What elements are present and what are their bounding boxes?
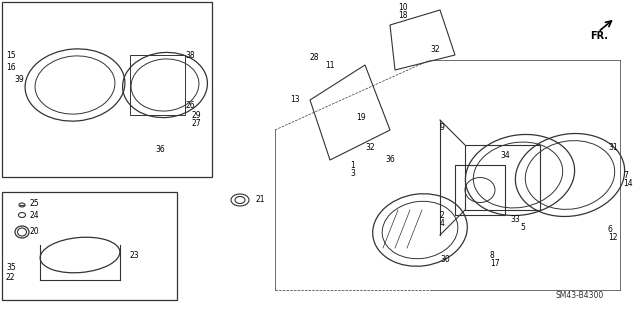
Text: 13: 13 [290, 95, 300, 105]
Text: 17: 17 [490, 258, 500, 268]
Text: 38: 38 [185, 50, 195, 60]
Text: 16: 16 [6, 63, 15, 72]
Text: 26: 26 [185, 100, 195, 109]
Text: 11: 11 [325, 61, 335, 70]
Text: FR.: FR. [590, 31, 608, 41]
Text: 33: 33 [510, 216, 520, 225]
Text: 1: 1 [350, 160, 355, 169]
Text: 25: 25 [30, 198, 40, 207]
Text: 2: 2 [440, 211, 445, 219]
Text: SM43-B4300: SM43-B4300 [555, 291, 604, 300]
Bar [130, 55, 185, 115]
Text: 23: 23 [130, 250, 140, 259]
Bar [465, 145, 540, 210]
Text: 7: 7 [623, 170, 628, 180]
Text: 14: 14 [623, 179, 632, 188]
Text: 24: 24 [30, 211, 40, 219]
Text: 8: 8 [490, 250, 495, 259]
Text: 39: 39 [14, 76, 24, 85]
Text: 36: 36 [155, 145, 164, 154]
Text: 30: 30 [440, 256, 450, 264]
Bar [455, 165, 505, 215]
Text: 22: 22 [6, 273, 15, 283]
Text: 18: 18 [398, 11, 408, 20]
Text: 32: 32 [430, 46, 440, 55]
Text: 29: 29 [192, 110, 202, 120]
Text: 3: 3 [350, 168, 355, 177]
Text: 27: 27 [192, 118, 202, 128]
Text: 12: 12 [608, 234, 618, 242]
Text: 35: 35 [6, 263, 16, 272]
Text: 31: 31 [608, 144, 618, 152]
Text: 9: 9 [440, 123, 445, 132]
Text: 15: 15 [6, 50, 15, 60]
Text: 5: 5 [520, 224, 525, 233]
Text: 4: 4 [440, 219, 445, 227]
Bar [2, 192, 177, 300]
Text: 28: 28 [310, 54, 319, 63]
Text: 10: 10 [398, 4, 408, 12]
Text: 36: 36 [385, 155, 395, 165]
Text: 19: 19 [356, 114, 365, 122]
Text: 21: 21 [255, 196, 264, 204]
Text: 32: 32 [365, 144, 374, 152]
Text: 34: 34 [500, 151, 509, 160]
Bar [2, 2, 212, 177]
Text: 20: 20 [30, 227, 40, 236]
Text: 6: 6 [608, 226, 613, 234]
